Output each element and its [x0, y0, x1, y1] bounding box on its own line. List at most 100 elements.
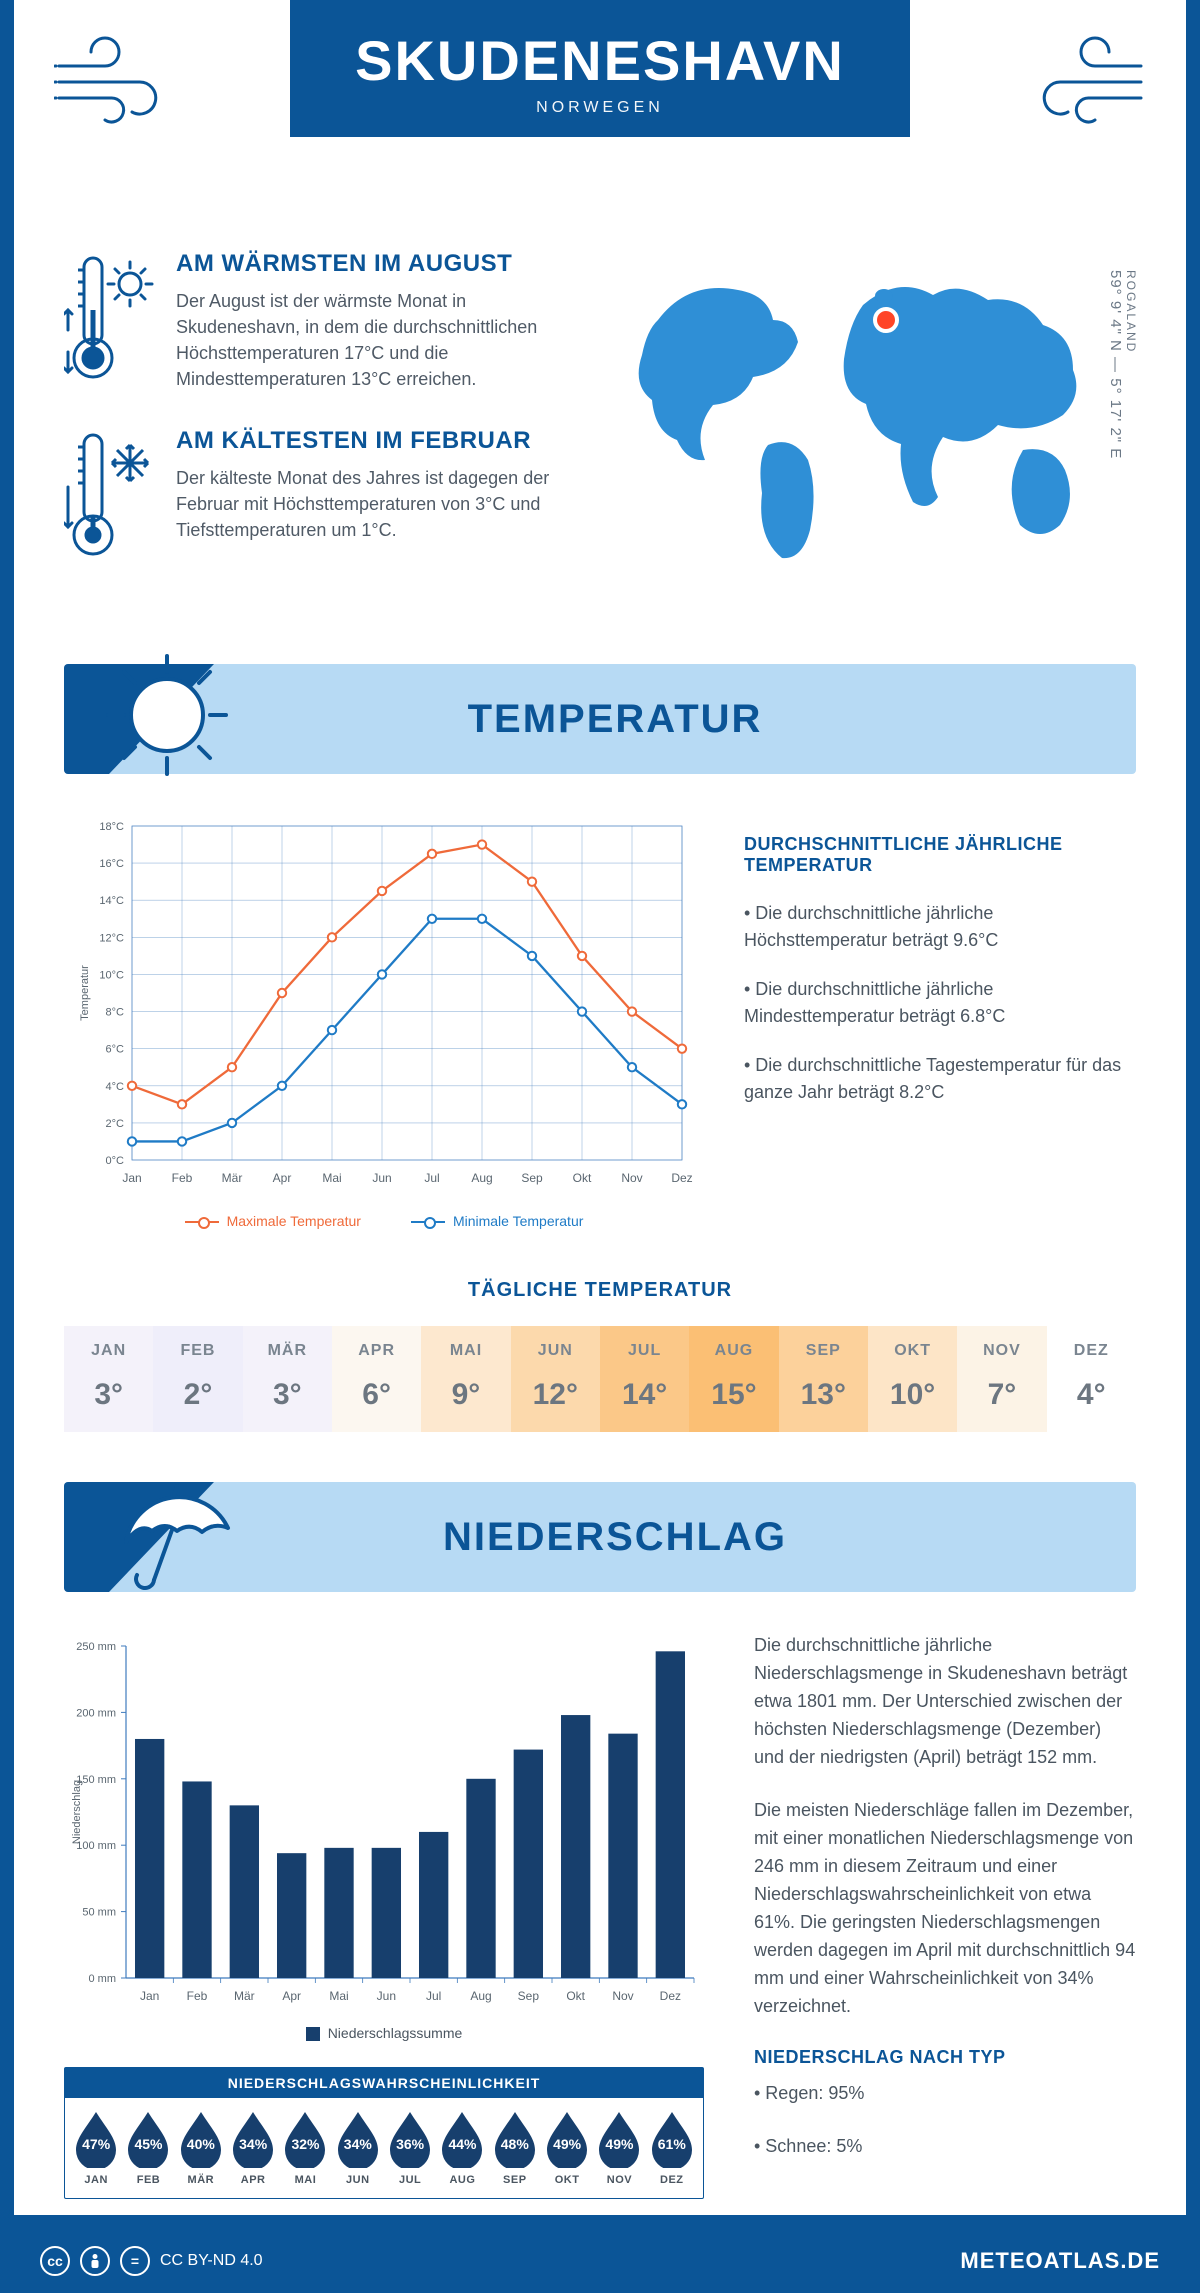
svg-text:Feb: Feb — [172, 1171, 193, 1185]
svg-text:18°C: 18°C — [99, 821, 124, 833]
svg-text:12°C: 12°C — [99, 932, 124, 944]
daily-temp-cell: APR6° — [332, 1326, 421, 1432]
title-ribbon: SKUDENESHAVN NORWEGEN — [290, 0, 910, 137]
svg-text:Jul: Jul — [426, 1989, 441, 2003]
precip-para: Die meisten Niederschläge fallen im Deze… — [754, 1797, 1136, 2020]
svg-text:Jun: Jun — [372, 1171, 391, 1185]
world-map: ROGALAND 59° 9' 4" N — 5° 17' 2" E — [620, 250, 1136, 604]
daily-temp-cell: MÄR3° — [243, 1326, 332, 1432]
prob-title: NIEDERSCHLAGSWAHRSCHEINLICHKEIT — [65, 2068, 703, 2098]
daily-temp-cell: DEZ4° — [1047, 1326, 1136, 1432]
cc-icon: cc — [40, 2246, 70, 2276]
prob-drop: 49%OKT — [542, 2108, 592, 2186]
svg-text:Sep: Sep — [518, 1989, 540, 2003]
daily-temp-cell: AUG15° — [689, 1326, 778, 1432]
notes-bullet: • Die durchschnittliche jährliche Höchst… — [744, 900, 1136, 954]
temperature-notes: DURCHSCHNITTLICHE JÄHRLICHE TEMPERATUR •… — [744, 814, 1136, 1229]
warmest-info: AM WÄRMSTEN IM AUGUST Der August ist der… — [64, 250, 580, 395]
prob-drop: 34%JUN — [333, 2108, 383, 2186]
svg-text:Feb: Feb — [187, 1989, 208, 2003]
svg-text:16°C: 16°C — [99, 858, 124, 870]
precip-para: Die durchschnittliche jährliche Niedersc… — [754, 1632, 1136, 1771]
prob-drop: 32%MAI — [280, 2108, 330, 2186]
svg-text:0°C: 0°C — [106, 1155, 125, 1167]
svg-text:Niederschlag: Niederschlag — [71, 1780, 83, 1844]
svg-text:Okt: Okt — [573, 1171, 592, 1185]
wind-icon — [1006, 36, 1146, 141]
daily-temp-cell: JUL14° — [600, 1326, 689, 1432]
daily-temp-cell: MAI9° — [421, 1326, 510, 1432]
svg-text:Apr: Apr — [282, 1989, 301, 2003]
thermometer-sun-icon — [64, 250, 154, 395]
wind-icon — [54, 36, 194, 141]
svg-text:14°C: 14°C — [99, 895, 124, 907]
svg-text:Aug: Aug — [470, 1989, 491, 2003]
legend-max: Maximale Temperatur — [227, 1213, 361, 1229]
notes-bullet: • Die durchschnittliche jährliche Mindes… — [744, 976, 1136, 1030]
city-title: SKUDENESHAVN — [290, 28, 910, 93]
umbrella-icon — [102, 1468, 232, 1603]
site-name: METEOATLAS.DE — [960, 2248, 1160, 2274]
page-footer: cc = CC BY-ND 4.0 METEOATLAS.DE — [0, 2215, 1200, 2293]
country-subtitle: NORWEGEN — [290, 99, 910, 117]
svg-text:Okt: Okt — [566, 1989, 585, 2003]
svg-text:Sep: Sep — [521, 1171, 543, 1185]
coordinates: ROGALAND 59° 9' 4" N — 5° 17' 2" E — [1107, 270, 1138, 459]
precip-type-heading: NIEDERSCHLAG NACH TYP — [754, 2047, 1136, 2068]
daily-temp-strip: JAN3°FEB2°MÄR3°APR6°MAI9°JUN12°JUL14°AUG… — [64, 1326, 1136, 1432]
precip-probability-box: NIEDERSCHLAGSWAHRSCHEINLICHKEIT 47%JAN45… — [64, 2067, 704, 2199]
precip-bar-chart: 0 mm50 mm100 mm150 mm200 mm250 mmJanFebM… — [64, 1632, 704, 2012]
svg-text:Dez: Dez — [671, 1171, 692, 1185]
warmest-text: Der August ist der wärmste Monat in Skud… — [176, 288, 580, 392]
svg-text:6°C: 6°C — [106, 1044, 125, 1056]
license: cc = CC BY-ND 4.0 — [40, 2246, 263, 2276]
section-precip-title: NIEDERSCHLAG — [443, 1515, 787, 1560]
coldest-title: AM KÄLTESTEN IM FEBRUAR — [176, 427, 580, 455]
section-temperature-banner: TEMPERATUR — [64, 664, 1136, 774]
svg-text:Mai: Mai — [322, 1171, 341, 1185]
daily-temp-cell: JAN3° — [64, 1326, 153, 1432]
svg-text:Nov: Nov — [612, 1989, 633, 2003]
svg-text:0 mm: 0 mm — [89, 1973, 117, 1985]
daily-temp-cell: SEP13° — [779, 1326, 868, 1432]
temperature-line-chart: 0°C2°C4°C6°C8°C10°C12°C14°C16°C18°CJanFe… — [74, 814, 694, 1229]
region-label: ROGALAND — [1124, 270, 1138, 447]
temp-chart-legend: Maximale Temperatur Minimale Temperatur — [74, 1213, 694, 1229]
precip-notes: Die durchschnittliche jährliche Niedersc… — [754, 1632, 1136, 2199]
daily-temp-cell: JUN12° — [511, 1326, 600, 1432]
svg-text:200 mm: 200 mm — [76, 1707, 116, 1719]
coldest-text: Der kälteste Monat des Jahres ist dagege… — [176, 465, 580, 543]
notes-bullet: • Die durchschnittliche Tagestemperatur … — [744, 1052, 1136, 1106]
precip-type-bullet: • Schnee: 5% — [754, 2133, 1136, 2161]
notes-heading: DURCHSCHNITTLICHE JÄHRLICHE TEMPERATUR — [744, 834, 1136, 876]
svg-text:Jan: Jan — [122, 1171, 141, 1185]
svg-text:Mär: Mär — [222, 1171, 243, 1185]
prob-drop: 44%AUG — [437, 2108, 487, 2186]
svg-text:Temperatur: Temperatur — [79, 965, 91, 1021]
svg-text:Mai: Mai — [329, 1989, 348, 2003]
daily-temp-title: TÄGLICHE TEMPERATUR — [14, 1279, 1186, 1302]
by-icon — [80, 2246, 110, 2276]
prob-drop: 61%DEZ — [647, 2108, 697, 2186]
prob-drop: 47%JAN — [71, 2108, 121, 2186]
svg-text:Aug: Aug — [471, 1171, 492, 1185]
prob-drop: 34%APR — [228, 2108, 278, 2186]
precip-legend: Niederschlagssumme — [64, 2025, 704, 2041]
svg-text:Nov: Nov — [621, 1171, 642, 1185]
page-header: SKUDENESHAVN NORWEGEN — [14, 0, 1186, 250]
svg-text:4°C: 4°C — [106, 1081, 125, 1093]
sun-icon — [102, 650, 232, 785]
prob-drop: 40%MÄR — [176, 2108, 226, 2186]
daily-temp-cell: FEB2° — [153, 1326, 242, 1432]
daily-temp-cell: OKT10° — [868, 1326, 957, 1432]
svg-text:Apr: Apr — [273, 1171, 292, 1185]
coldest-info: AM KÄLTESTEN IM FEBRUAR Der kälteste Mon… — [64, 427, 580, 572]
precip-type-bullet: • Regen: 95% — [754, 2080, 1136, 2108]
daily-temp-cell: NOV7° — [957, 1326, 1046, 1432]
prob-drop: 45%FEB — [123, 2108, 173, 2186]
prob-drop: 48%SEP — [490, 2108, 540, 2186]
svg-text:Jul: Jul — [424, 1171, 439, 1185]
prob-drop: 36%JUL — [385, 2108, 435, 2186]
section-temperature-title: TEMPERATUR — [468, 697, 763, 742]
thermometer-snow-icon — [64, 427, 154, 572]
